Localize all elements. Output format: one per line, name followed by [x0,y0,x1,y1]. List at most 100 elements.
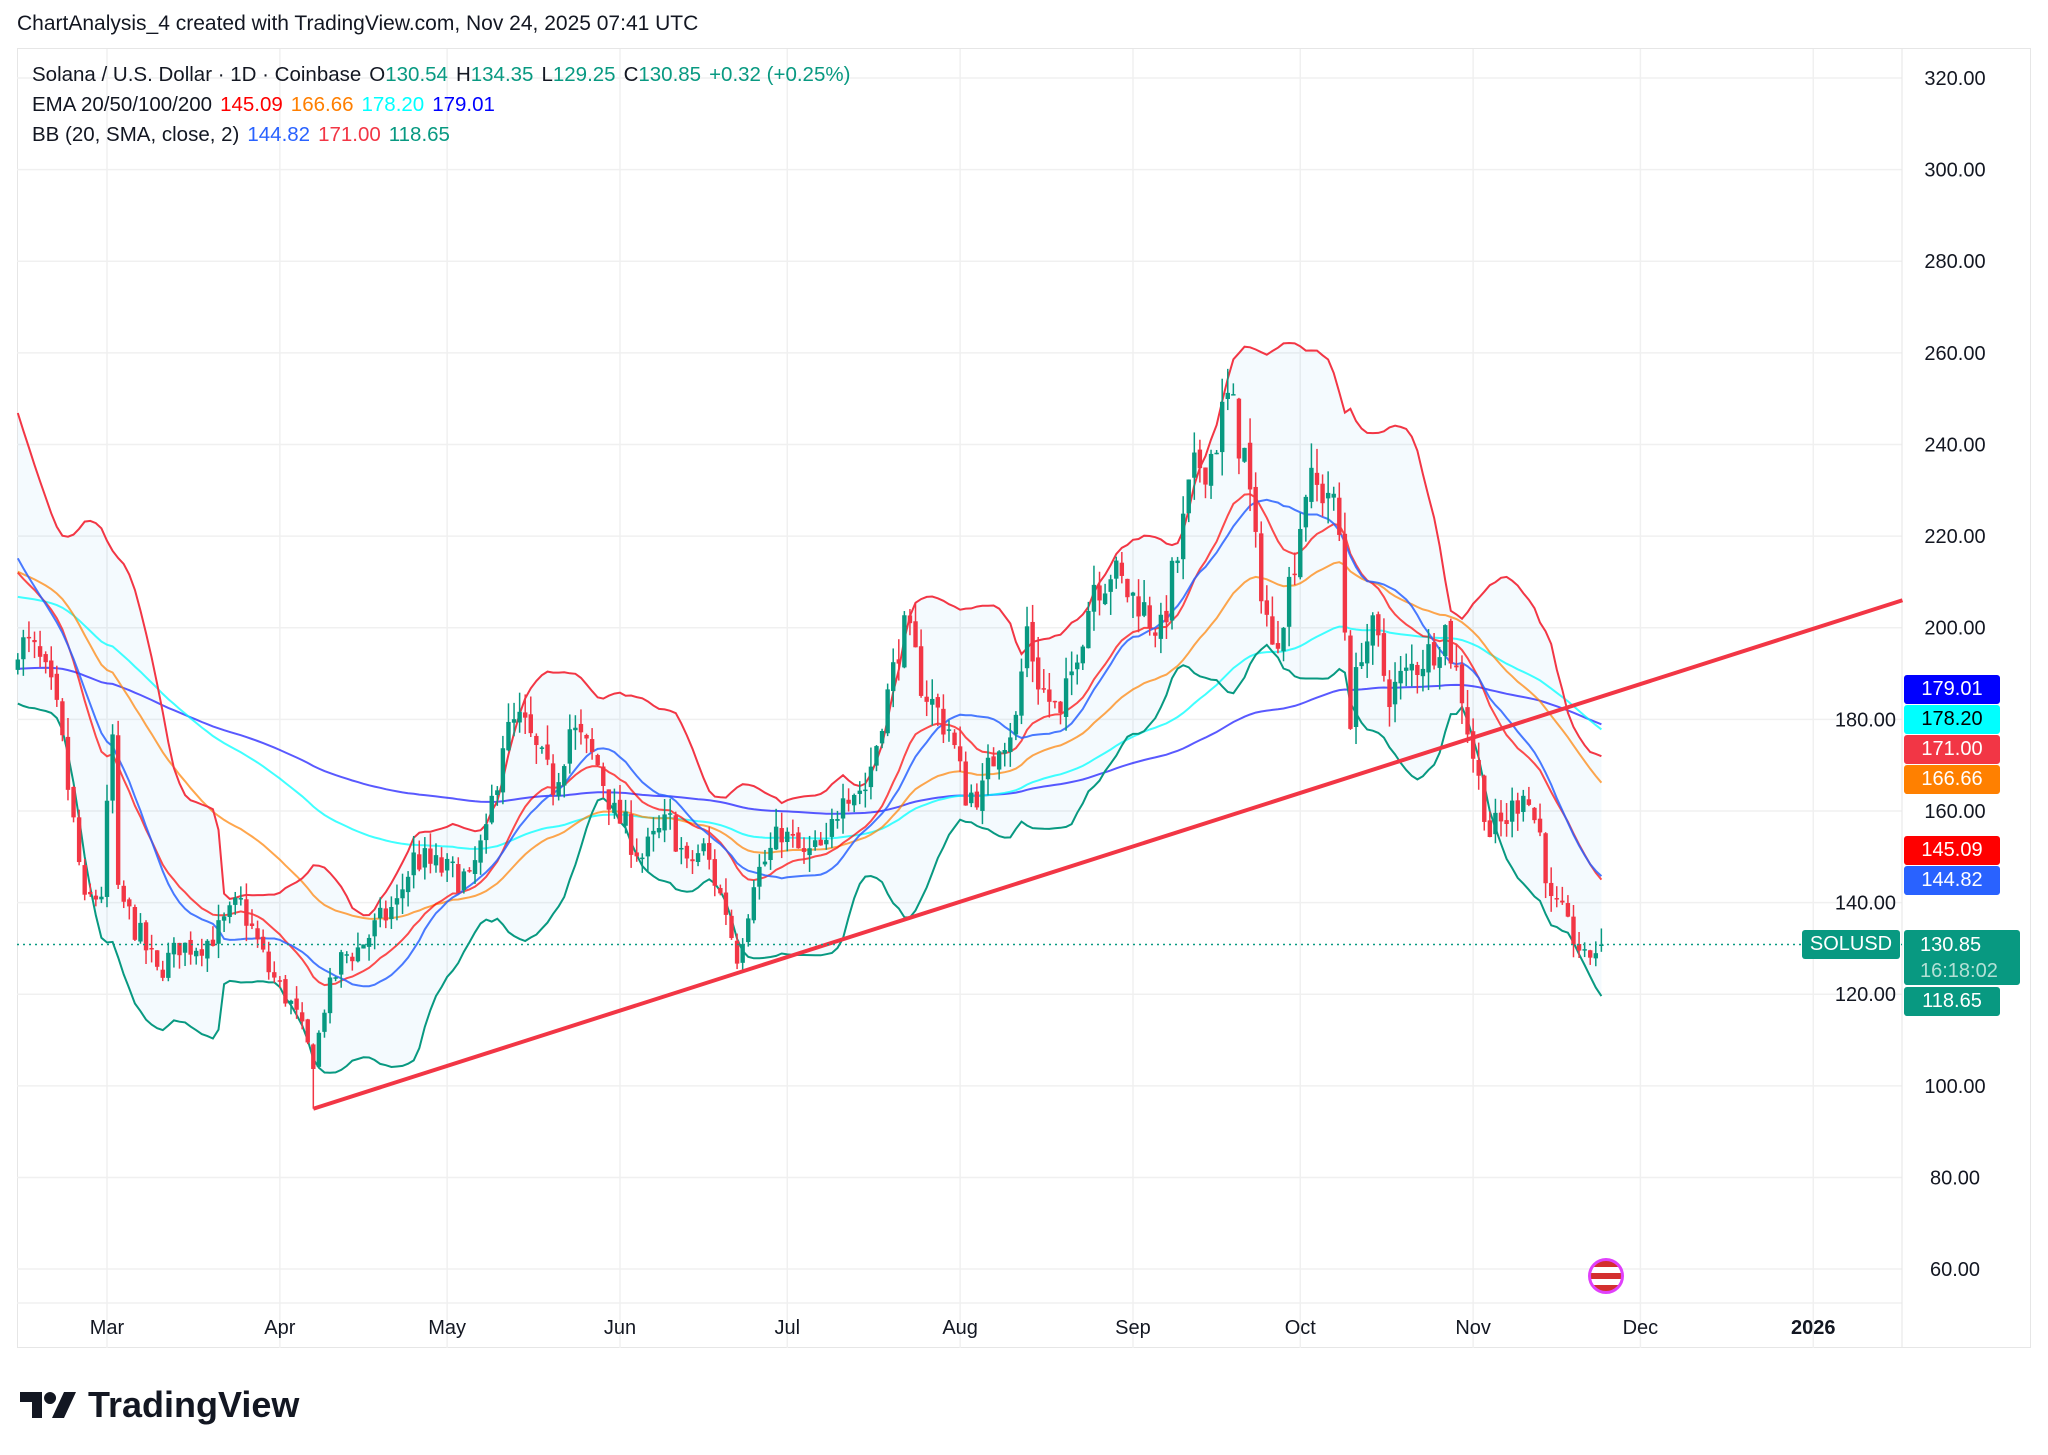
candle[interactable] [439,847,444,877]
candle[interactable] [238,886,244,906]
candle[interactable] [1030,604,1035,683]
candle[interactable] [1024,606,1030,678]
candle[interactable] [15,653,20,675]
candle[interactable] [640,853,645,873]
candle[interactable] [1242,447,1247,463]
candle[interactable] [227,901,232,924]
candle[interactable] [1019,658,1024,725]
candle[interactable] [1364,623,1370,678]
candle[interactable] [450,856,455,878]
candle[interactable] [589,728,595,760]
candle[interactable] [199,938,204,967]
candle[interactable] [1114,556,1119,589]
candle[interactable] [1431,633,1437,670]
candle[interactable] [1482,774,1487,831]
candle[interactable] [1119,551,1125,584]
candle[interactable] [1253,472,1258,548]
candle[interactable] [1058,700,1063,725]
candle[interactable] [595,753,600,767]
candle[interactable] [930,679,935,726]
candle[interactable] [417,840,422,872]
candle[interactable] [1325,471,1331,524]
candle[interactable] [483,813,489,854]
candle[interactable] [338,949,344,988]
candle[interactable] [171,937,177,968]
candle[interactable] [1576,931,1582,958]
candle[interactable] [1008,722,1013,767]
symbol-name[interactable]: Solana / U.S. Dollar · 1D · Coinbase [32,63,362,86]
candle[interactable] [718,884,723,896]
candle[interactable] [762,849,768,867]
candle[interactable] [634,838,639,862]
candle[interactable] [829,808,835,848]
candle[interactable] [1125,578,1130,603]
candle[interactable] [701,838,706,856]
trendline[interactable] [312,598,1904,1111]
candle[interactable] [1331,486,1336,511]
candle[interactable] [801,837,807,864]
candle[interactable] [1069,651,1074,696]
candle[interactable] [918,629,924,698]
candle[interactable] [272,961,277,983]
candle[interactable] [316,1030,322,1069]
candle[interactable] [935,693,941,727]
candle[interactable] [1141,580,1147,618]
candle[interactable] [1370,612,1375,665]
candle[interactable] [980,763,985,825]
candle[interactable] [49,646,54,690]
candle[interactable] [26,621,32,653]
tradingview-logo[interactable]: TradingView [20,1384,299,1426]
candle[interactable] [1487,811,1493,838]
candle[interactable] [1459,655,1465,724]
candle[interactable] [773,808,779,851]
candle[interactable] [166,942,171,982]
candle[interactable] [523,694,528,734]
candle[interactable] [550,754,556,806]
candle[interactable] [534,733,539,764]
candle[interactable] [255,920,260,948]
candle[interactable] [383,900,388,929]
candle[interactable] [82,858,87,901]
candle[interactable] [1376,611,1381,647]
candle[interactable] [1136,579,1141,633]
candle[interactable] [1565,895,1571,918]
candle[interactable] [707,826,712,870]
candle[interactable] [110,724,115,814]
candle[interactable] [1314,448,1320,502]
candle[interactable] [606,789,612,826]
candle[interactable] [757,854,762,900]
candle[interactable] [249,909,255,930]
candle[interactable] [115,720,121,889]
candle[interactable] [1275,620,1281,654]
candle[interactable] [562,764,567,798]
candle[interactable] [924,680,929,717]
candle[interactable] [679,837,684,865]
candle[interactable] [1593,941,1598,967]
candle[interactable] [1108,574,1113,615]
candle[interactable] [857,781,862,805]
candle[interactable] [1281,626,1286,662]
candle[interactable] [422,837,428,880]
candle[interactable] [394,884,400,921]
candle[interactable] [863,772,868,808]
candle[interactable] [1091,565,1097,631]
candle[interactable] [913,603,918,648]
candle[interactable] [623,799,628,834]
candle[interactable] [311,1043,316,1109]
candle[interactable] [1013,711,1019,741]
candle[interactable] [1225,368,1230,411]
candle[interactable] [260,929,266,953]
candle[interactable] [556,772,561,801]
ema-legend[interactable]: EMA 20/50/100/200 145.09 166.66 178.20 179.0… [32,93,503,117]
candle[interactable] [1236,397,1242,475]
candle[interactable] [779,812,784,859]
candle[interactable] [400,873,405,914]
candle[interactable] [740,938,745,970]
candle[interactable] [1035,636,1041,705]
candle[interactable] [734,933,740,970]
candle[interactable] [1208,449,1214,499]
candle[interactable] [1147,596,1152,636]
candle[interactable] [1353,652,1359,745]
candle[interactable] [1521,789,1526,822]
